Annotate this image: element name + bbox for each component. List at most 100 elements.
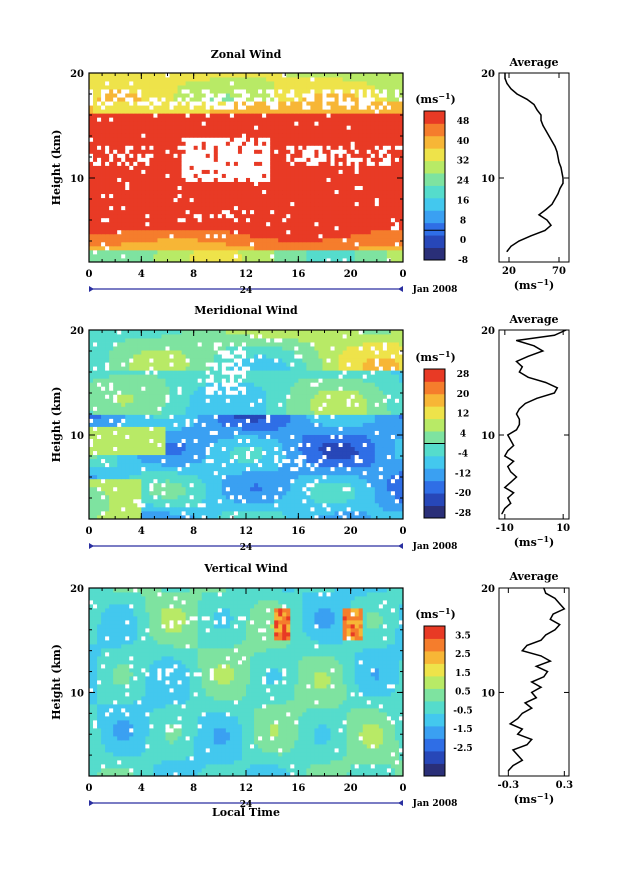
heatmap-cell <box>161 117 166 122</box>
heatmap-cell <box>366 462 372 468</box>
heatmap-cell <box>338 129 344 134</box>
heatmap-cell <box>193 97 199 102</box>
heatmap-cell <box>237 462 243 468</box>
heatmap-cell <box>266 141 271 146</box>
heatmap-cell <box>205 177 211 182</box>
heatmap-cell <box>350 173 356 178</box>
heatmap-cell <box>398 137 404 142</box>
heatmap-cell <box>370 97 376 102</box>
heatmap-cell <box>233 237 239 243</box>
heatmap-cell <box>370 213 376 219</box>
heatmap-cell <box>346 213 352 219</box>
x-tick-label: 0 <box>400 269 407 280</box>
heatmap-cell <box>89 478 94 484</box>
heatmap-cell <box>258 478 263 484</box>
heatmap-cell <box>241 113 247 118</box>
heatmap-cell <box>262 486 267 492</box>
heatmap-cell <box>310 141 315 146</box>
heatmap-cell <box>366 153 372 158</box>
heatmap-cell <box>266 201 271 207</box>
heatmap-cell <box>233 145 239 150</box>
heatmap-cell <box>181 77 187 82</box>
heatmap-cell <box>213 89 219 94</box>
heatmap-cell <box>109 241 114 247</box>
heatmap-cell <box>354 113 360 118</box>
heatmap-cell <box>374 253 380 259</box>
heatmap-cell <box>225 165 231 170</box>
heatmap-cell <box>141 193 146 199</box>
heatmap-cell <box>197 165 203 170</box>
heatmap-cell <box>350 73 356 78</box>
heatmap-cell <box>241 169 247 174</box>
heatmap-cell <box>274 121 279 126</box>
heatmap-cell <box>398 129 404 134</box>
heatmap-cell <box>278 133 283 138</box>
heatmap-cell <box>270 249 275 255</box>
heatmap-cell <box>246 494 251 500</box>
heatmap-cell <box>93 205 98 211</box>
heatmap-cell <box>342 121 348 126</box>
heatmap-cell <box>374 85 380 90</box>
heatmap-cell <box>322 121 327 126</box>
heatmap-cell <box>101 161 106 166</box>
heatmap-cell <box>302 245 307 251</box>
heatmap-cell <box>310 157 315 162</box>
heatmap-cell <box>318 498 323 504</box>
heatmap-cell <box>149 490 154 496</box>
heatmap-cell <box>153 105 158 110</box>
heatmap-cell <box>233 157 239 162</box>
heatmap-cell <box>169 169 174 174</box>
heatmap-cell <box>334 185 339 191</box>
heatmap-cell <box>113 466 118 472</box>
heatmap-cell <box>270 133 275 138</box>
heatmap-cell <box>262 213 267 219</box>
heatmap-cell <box>386 462 392 468</box>
heatmap-cell <box>246 209 251 215</box>
heatmap-cell <box>378 221 384 227</box>
heatmap-cell <box>145 502 150 508</box>
heatmap-cell <box>101 462 106 468</box>
heatmap-cell <box>125 245 130 251</box>
heatmap-cell <box>193 249 199 255</box>
heatmap-cell <box>338 213 344 219</box>
heatmap-cell <box>310 225 315 231</box>
heatmap-cell <box>390 89 396 94</box>
heatmap-cell <box>105 510 110 516</box>
heatmap-cell <box>157 514 162 520</box>
heatmap-cell <box>117 237 122 243</box>
heatmap-cell <box>246 161 251 166</box>
heatmap-cell <box>270 109 275 114</box>
heatmap-cell <box>177 133 182 138</box>
heatmap-cell <box>157 149 162 154</box>
heatmap-cell <box>225 482 231 488</box>
heatmap-cell <box>197 201 203 207</box>
heatmap-cell <box>346 205 352 211</box>
heatmap-cell <box>310 129 315 134</box>
heatmap-cell <box>97 85 102 90</box>
heatmap-cell <box>394 482 400 488</box>
heatmap-cell <box>314 153 319 158</box>
heatmap-cell <box>326 113 331 118</box>
heatmap-cell <box>326 121 331 126</box>
heatmap-cell <box>181 169 187 174</box>
heatmap-cell <box>298 225 303 231</box>
heatmap-cell <box>270 510 275 516</box>
heatmap-cell <box>105 470 110 476</box>
heatmap-cell <box>217 133 223 138</box>
heatmap-cell <box>165 157 170 162</box>
heatmap-cell <box>274 257 279 263</box>
heatmap-cell <box>133 466 138 472</box>
heatmap-cell <box>173 101 178 106</box>
heatmap-cell <box>97 514 102 520</box>
heatmap-cell <box>177 474 182 480</box>
heatmap-cell <box>93 85 98 90</box>
heatmap-cell <box>254 145 259 150</box>
heatmap-cell <box>326 514 331 520</box>
heatmap-cell <box>105 125 110 130</box>
heatmap-cell <box>161 93 166 98</box>
heatmap-cell <box>350 233 356 239</box>
heatmap-cell <box>318 458 323 464</box>
heatmap-cell <box>185 149 191 154</box>
heatmap-cell <box>165 125 170 130</box>
heatmap-cell <box>262 113 267 118</box>
